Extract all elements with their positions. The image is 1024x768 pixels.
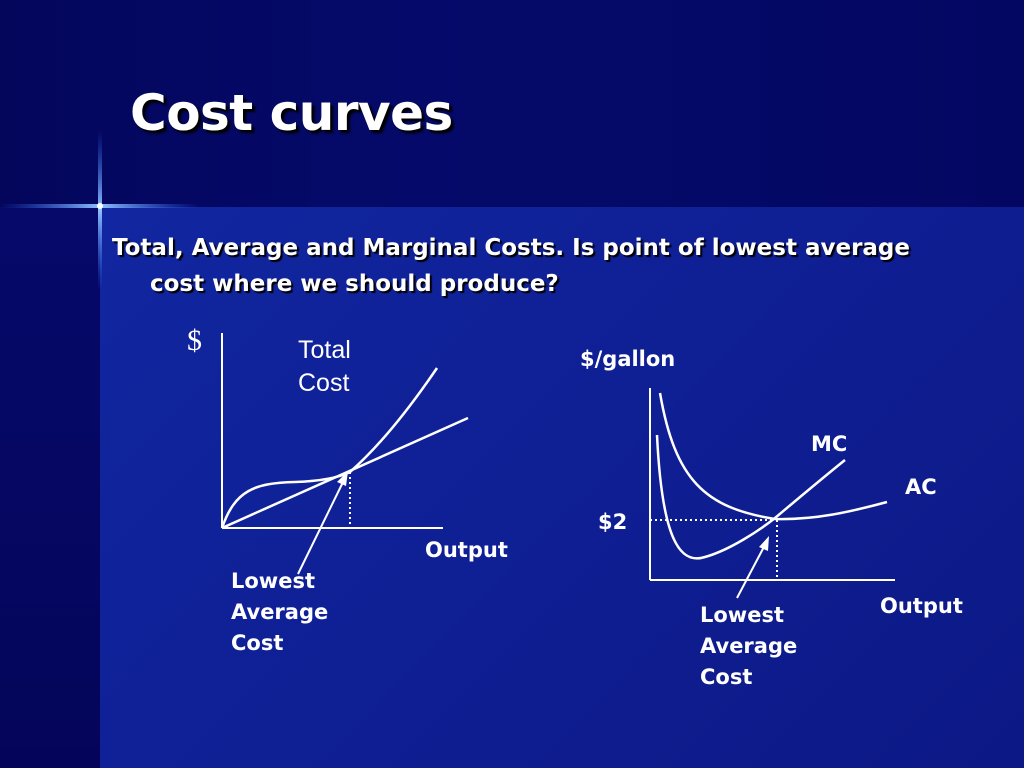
right-y-axis-label: $/gallon <box>580 347 675 371</box>
total-cost-diagram: $ Total Cost Output Lowest Average Cost <box>187 324 508 655</box>
header-band <box>0 0 1024 207</box>
left-annotation-line3: Cost <box>231 631 283 655</box>
average-marginal-cost-diagram: $/gallon MC AC $2 Output Lowest Average … <box>580 347 963 689</box>
marginal-cost-curve <box>655 434 846 560</box>
right-annotation-line2: Average <box>700 634 797 658</box>
left-annotation-line1: Lowest <box>231 569 315 593</box>
left-band <box>0 207 100 768</box>
left-annotation-line2: Average <box>231 600 328 624</box>
right-annotation-line3: Cost <box>700 665 752 689</box>
average-cost-curve <box>658 392 888 521</box>
left-annotation-arrowhead <box>337 471 348 486</box>
left-x-axis-label: Output <box>425 538 508 562</box>
mc-label: MC <box>811 432 847 456</box>
right-annotation-line1: Lowest <box>700 603 784 627</box>
slide-body-text: Total, Average and Marginal Costs. Is po… <box>112 235 910 297</box>
total-cost-label-line1: Total <box>298 336 351 364</box>
total-cost-label-line2: Cost <box>298 369 349 397</box>
left-y-axis-label: $ <box>187 324 202 357</box>
price-label: $2 <box>598 510 627 534</box>
slide-title: Cost curves <box>130 84 453 142</box>
right-x-axis-label: Output <box>880 594 963 618</box>
right-annotation-arrowhead <box>759 536 769 551</box>
right-annotation-arrow <box>736 542 767 599</box>
left-annotation-arrow <box>297 477 346 575</box>
average-cost-ray <box>221 416 469 530</box>
ac-label: AC <box>905 475 937 499</box>
